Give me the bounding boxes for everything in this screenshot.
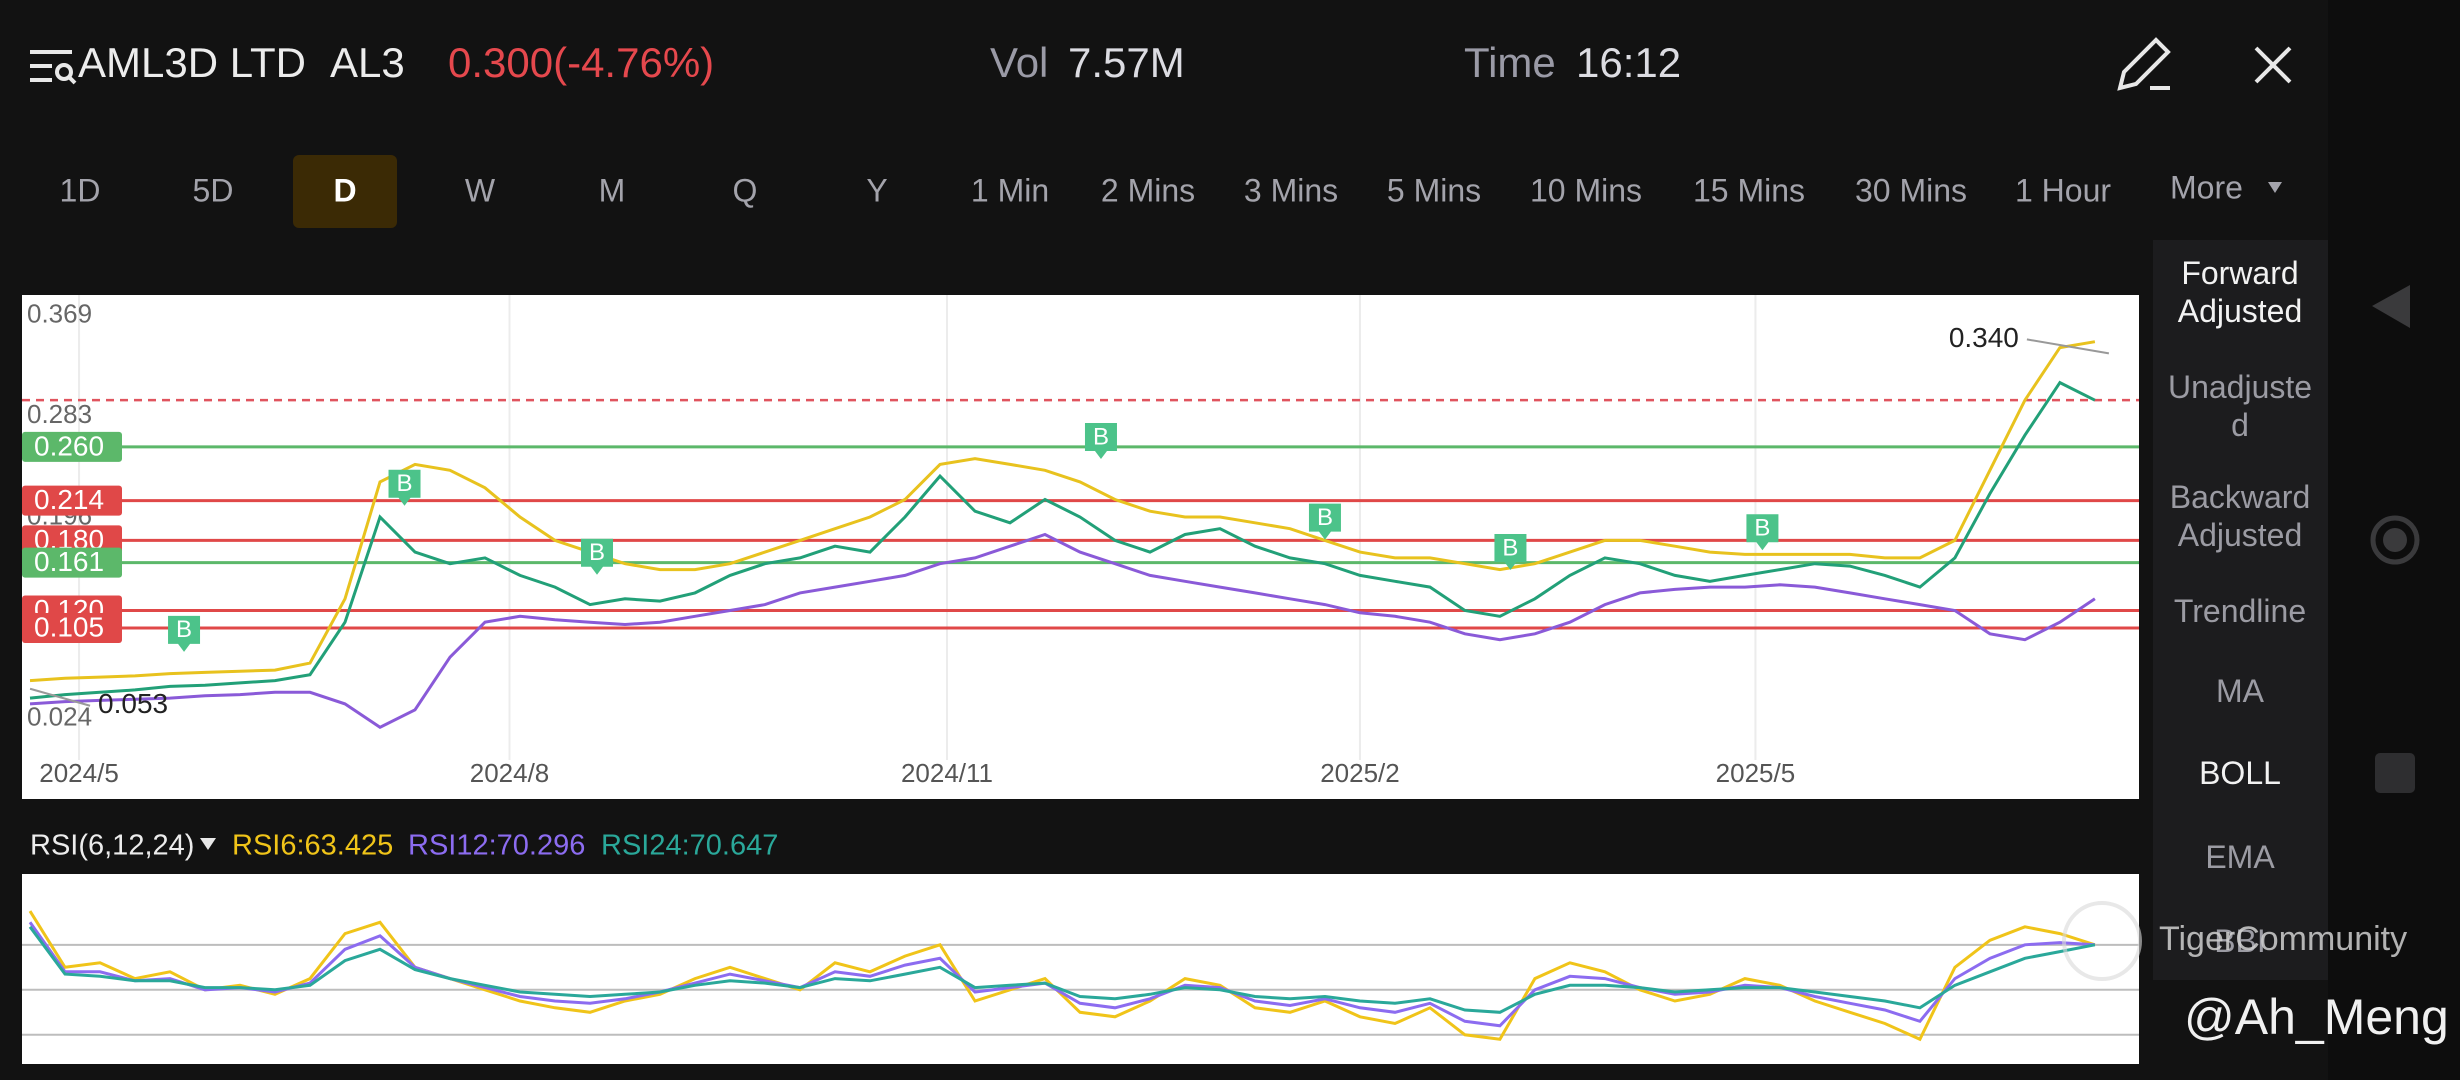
menu-item[interactable]: Trendline: [2173, 593, 2307, 629]
menu-icon[interactable]: [30, 50, 77, 85]
menu-item[interactable]: MA: [2216, 673, 2264, 709]
x-tick-label: 2024/8: [470, 758, 550, 788]
level-label-bg: [22, 485, 122, 516]
x-tick-label: 2024/11: [901, 758, 993, 788]
edit-icon[interactable]: [2117, 37, 2171, 91]
menu-item[interactable]: Backward Adjusted: [2169, 479, 2311, 553]
series-line: [28, 921, 2095, 1028]
side-menu: Forward Adjusted Unadjusted Backward Adjus…: [2153, 240, 2328, 980]
circle-icon-dot: [2383, 528, 2407, 552]
menu-item[interactable]: Forward Adjusted: [2177, 255, 2303, 329]
buy-marker: [1494, 534, 1527, 571]
tab[interactable]: 1 Hour: [2015, 172, 2111, 208]
tab[interactable]: Q: [733, 172, 758, 208]
series-line: [28, 925, 2096, 1014]
close-icon[interactable]: [2254, 46, 2292, 84]
tab[interactable]: 30 Mins: [1855, 172, 1967, 208]
tab[interactable]: W: [465, 172, 496, 208]
series-line: [28, 910, 2096, 1042]
more-caret: [2268, 182, 2282, 193]
series-line: [29, 532, 2096, 730]
tab[interactable]: 15 Mins: [1693, 172, 1805, 208]
vol-value: 7.57M: [1068, 39, 1185, 86]
price: 0.300(-4.76%): [448, 39, 714, 86]
rsi-chart: RSI6:63.425 RSI12:70.296 RSI24:70.647: [22, 830, 2139, 1042]
buy-marker: [581, 538, 614, 575]
menu-item[interactable]: Unadjusted: [2167, 369, 2313, 443]
price-chart: 2024/5 2024/8 2024/11 2025/2 2025/5 0.369 0.28…: [22, 295, 2139, 788]
circle-icon[interactable]: [2370, 515, 2420, 565]
tab[interactable]: D: [333, 172, 356, 208]
buy-marker: [1084, 423, 1117, 460]
x-tick-label: 2025/2: [1320, 758, 1400, 788]
tab[interactable]: 1 Min: [971, 172, 1049, 208]
time-label: Time: [1464, 39, 1556, 86]
buy-marker-label: B: [397, 470, 413, 497]
timeframe-tabs: 1D 5D D W M Q Y 1 Min 2 Mins 3 Mins 5 Mins 10 Mins 1…: [60, 155, 2111, 228]
buy-marker-label: B: [176, 616, 192, 643]
level-label: 0.105: [34, 611, 104, 642]
tab[interactable]: Y: [866, 172, 887, 208]
rsi-panel: [22, 874, 2139, 1064]
tab[interactable]: 5D: [193, 172, 234, 208]
time-value: 16:12: [1576, 39, 1681, 86]
tab[interactable]: 1D: [60, 172, 101, 208]
y-tick-label: 0.369: [27, 298, 92, 328]
vol-label: Vol: [990, 39, 1048, 86]
level-label: 0.260: [34, 430, 104, 461]
buy-marker: [1308, 503, 1341, 540]
more-button[interactable]: More: [2170, 169, 2243, 205]
buy-marker: [388, 469, 421, 506]
buy-marker-label: B: [589, 539, 605, 566]
menu-item[interactable]: BBI: [2214, 923, 2266, 959]
tab[interactable]: M: [599, 172, 626, 208]
level-label-bg: [22, 613, 122, 643]
y-tick-label: 0.283: [27, 399, 92, 429]
buy-marker: [1746, 514, 1779, 551]
square-icon[interactable]: [2375, 753, 2415, 793]
menu-item[interactable]: EMA: [2205, 839, 2275, 875]
legend-entry: RSI12:70.296: [408, 830, 585, 862]
tab[interactable]: 2 Mins: [1101, 172, 1195, 208]
rsi-title: RSI(6,12,24): [30, 830, 194, 862]
price-panel: [22, 295, 2139, 799]
buy-marker-label: B: [1317, 504, 1333, 531]
level-label-bg: [22, 431, 122, 462]
rsi-caret[interactable]: [200, 838, 216, 850]
y-tick-label: 0.024: [27, 702, 92, 732]
buy-marker-label: B: [1093, 423, 1109, 450]
annotation-leader: [29, 687, 91, 707]
collapse-icon[interactable]: [2372, 285, 2410, 328]
stock-code: AL3: [330, 39, 405, 86]
buy-marker-label: B: [1754, 515, 1770, 542]
legend-entry: RSI6:63.425: [232, 830, 393, 862]
tab[interactable]: 5 Mins: [1387, 172, 1481, 208]
x-tick-label: 2025/5: [1716, 758, 1796, 788]
legend-entry: RSI24:70.647: [601, 830, 778, 862]
level-label: 0.214: [34, 484, 104, 515]
buy-marker: [168, 615, 201, 652]
stock-name: AML3D LTD: [78, 39, 306, 86]
annotation-leader: [2026, 338, 2110, 355]
level-label-bg: [22, 547, 122, 578]
menu-item[interactable]: BOLL: [2199, 755, 2281, 791]
tab[interactable]: 10 Mins: [1530, 172, 1642, 208]
series-line: [29, 340, 2096, 683]
x-tick-label: 2024/5: [39, 758, 119, 788]
tab[interactable]: 3 Mins: [1244, 172, 1338, 208]
buy-marker-label: B: [1502, 534, 1518, 561]
annotation-label: 0.340: [1949, 322, 2019, 353]
annotation-label: 0.053: [98, 688, 168, 719]
level-label: 0.161: [34, 546, 104, 577]
active-tab-bg: [293, 155, 397, 228]
series-line: [29, 380, 2096, 700]
